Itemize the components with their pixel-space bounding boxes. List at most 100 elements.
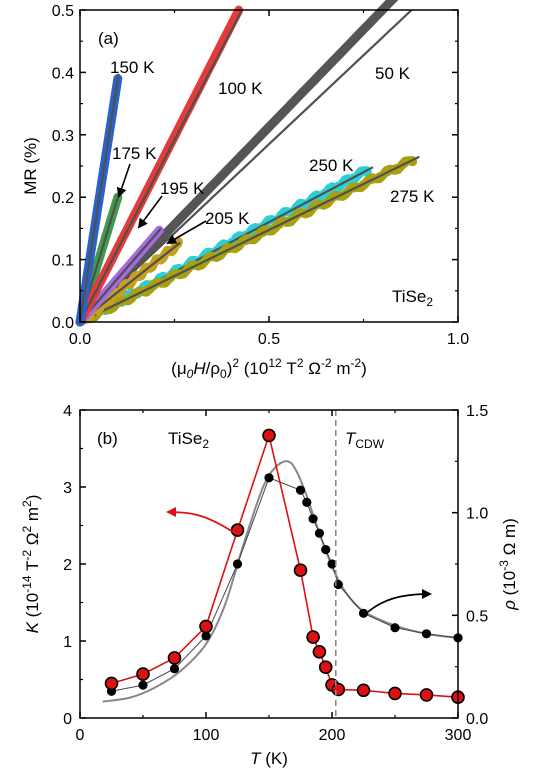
K-point <box>199 619 213 634</box>
panel-a-tag: (a) <box>98 29 119 48</box>
K-point <box>306 630 320 644</box>
panel-a-ticks: 0.0 0.5 1.0 0.0 0.1 0.2 0.3 0.4 0.5 <box>52 3 469 348</box>
K-point <box>230 523 245 537</box>
panel-a-material: TiSe2 <box>392 287 433 309</box>
rho-point <box>314 528 324 538</box>
y-tick-label-left: 0 <box>63 711 72 728</box>
data-point <box>214 175 223 184</box>
fit-line-150K <box>78 73 120 323</box>
panel-b-ticks: 0 100 200 300 0 1 2 3 4 0.0 0.5 1.0 1.5 <box>63 403 488 744</box>
rho-point <box>421 629 432 639</box>
y-tick-label-right: 1.5 <box>466 403 488 420</box>
data-point <box>295 91 304 100</box>
data-point <box>319 66 328 75</box>
K-point <box>356 683 371 698</box>
y-tick-label-right: 0.0 <box>466 711 488 728</box>
data-point <box>246 141 255 150</box>
data-point <box>376 7 385 16</box>
data-point <box>344 41 353 50</box>
y-tick-label: 0.0 <box>52 315 74 332</box>
data-point <box>238 150 247 159</box>
K-point <box>312 644 327 659</box>
panel-b: 0 100 200 300 0 1 2 3 4 0.0 0.5 1.0 1.5 (b) TiSe2 TC… <box>20 403 519 768</box>
panel-b-ylabel-right: ρ (10-3 Ω m) <box>497 518 519 611</box>
K-point <box>293 563 308 578</box>
data-point <box>368 16 377 25</box>
panel-a-xlabel: (μ0H/ρ0)2 (1012 T2 Ω-2 m-2) <box>171 356 367 381</box>
K-point <box>136 667 150 681</box>
panel-b-series <box>102 428 465 705</box>
panel-a: 0.0 0.5 1.0 0.0 0.1 0.2 0.3 0.4 0.5 (a) 150 K 10… <box>21 0 469 381</box>
data-point <box>360 24 369 33</box>
fit-line-195K <box>79 227 162 323</box>
series-label-205K: 205 K <box>205 209 250 228</box>
tcdw-label: TCDW <box>345 429 385 451</box>
x-tick-label: 0 <box>76 727 85 744</box>
K-point <box>331 682 346 697</box>
series-rho <box>106 473 463 696</box>
fit-line-50K <box>79 9 413 323</box>
data-point <box>336 49 345 58</box>
data-point <box>327 58 336 67</box>
fit-line-275K <box>79 155 420 323</box>
rho-curve <box>102 460 459 703</box>
y-tick-label: 0.5 <box>52 3 74 20</box>
arrow-205K <box>166 220 207 245</box>
panel-b-ylabel-left: K (10-14 T-2 Ω2 m2) <box>20 495 42 634</box>
data-point <box>222 167 231 176</box>
data-point <box>165 225 174 234</box>
K-point <box>167 651 182 665</box>
rho-point <box>295 485 306 495</box>
rho-point <box>264 473 274 483</box>
x-tick-label: 0.5 <box>258 331 280 348</box>
arrow-175K <box>116 163 131 198</box>
rho-point <box>169 664 180 674</box>
data-point <box>181 209 190 217</box>
data-point <box>230 158 239 167</box>
rho-point <box>138 680 148 690</box>
rho-point <box>302 497 312 507</box>
rho-point <box>232 559 243 569</box>
y-tick-label-left: 2 <box>63 557 72 574</box>
panel-b-material: TiSe2 <box>168 429 209 451</box>
data-point <box>384 0 393 8</box>
panel-b-xlabel: T (K) <box>250 749 288 768</box>
x-tick-label: 200 <box>319 727 346 744</box>
series-150K <box>75 73 123 327</box>
rho-point <box>358 608 369 618</box>
y-tick-label-left: 4 <box>63 403 72 420</box>
panel-a-series <box>75 0 420 327</box>
rho-point <box>201 631 211 641</box>
x-tick-label: 300 <box>445 727 472 744</box>
rho-point <box>327 559 337 569</box>
panel-b-tag: (b) <box>97 429 118 448</box>
arrow-to-right-axis <box>367 589 432 613</box>
data-point <box>189 200 198 209</box>
data-point <box>197 192 206 201</box>
data-point <box>173 217 182 226</box>
K-point <box>318 660 333 675</box>
rho-point <box>390 623 400 633</box>
data-point <box>262 125 271 134</box>
rho-point <box>308 514 318 524</box>
x-tick-label: 0.0 <box>69 331 91 348</box>
series-label-250K: 250 K <box>309 156 354 175</box>
series-275K <box>75 155 420 327</box>
y-tick-label-left: 1 <box>63 634 72 651</box>
x-tick-label: 1.0 <box>447 331 469 348</box>
data-point <box>311 74 320 83</box>
rho-connect-line <box>111 477 459 692</box>
series-label-175K: 175 K <box>112 144 157 163</box>
series-label-100K: 100 K <box>218 79 263 98</box>
panel-a-ylabel: MR (%) <box>21 137 40 195</box>
arrow-to-left-axis <box>166 507 234 533</box>
y-tick-label: 0.3 <box>52 128 74 145</box>
y-tick-label: 0.1 <box>52 253 74 270</box>
y-tick-label: 0.2 <box>52 190 74 207</box>
x-tick-label: 100 <box>193 727 220 744</box>
data-point <box>287 100 296 108</box>
rho-point <box>321 545 331 555</box>
series-label-50K: 50 K <box>375 64 411 83</box>
data-point <box>352 32 361 41</box>
